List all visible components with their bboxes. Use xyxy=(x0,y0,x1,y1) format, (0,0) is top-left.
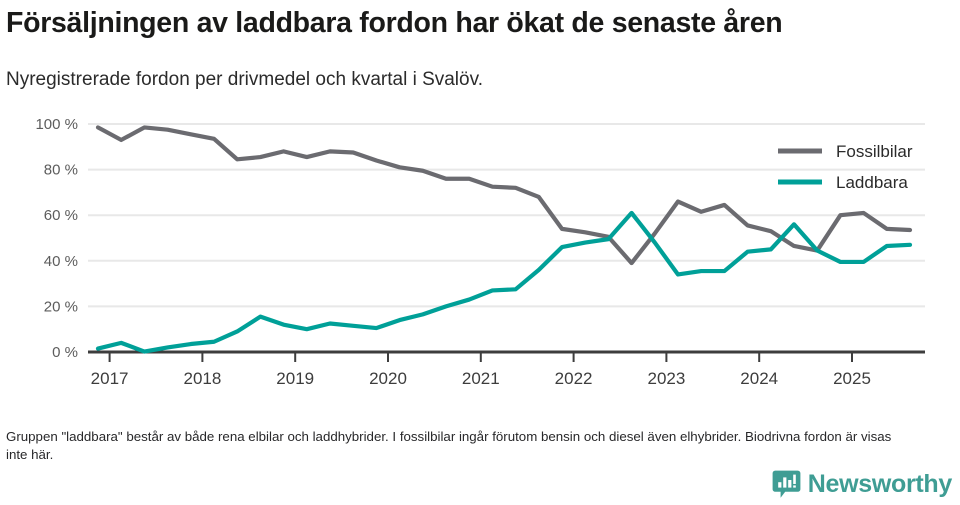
x-tick-label: 2022 xyxy=(555,369,593,388)
y-axis-tick-labels: 0 % 20 % 40 % 60 % 80 % 100 % xyxy=(35,116,78,361)
y-tick-label: 0 % xyxy=(52,344,78,361)
line-chart: 0 % 20 % 40 % 60 % 80 % 100 % 2017 2018 2019 202… xyxy=(35,116,925,388)
y-tick-label: 80 % xyxy=(44,162,78,179)
page-title: Försäljningen av laddbara fordon har öka… xyxy=(6,7,783,39)
series-line-laddbara xyxy=(95,210,913,354)
chart-footnote: Gruppen "laddbara" består av både rena e… xyxy=(6,429,892,462)
x-tick-label: 2017 xyxy=(91,369,129,388)
x-tick-label: 2019 xyxy=(276,369,314,388)
x-tick-label: 2021 xyxy=(462,369,500,388)
legend-label: Laddbara xyxy=(836,173,908,192)
chart-legend: Fossilbilar Laddbara xyxy=(778,142,913,192)
x-tick-label: 2024 xyxy=(740,369,778,388)
y-tick-label: 20 % xyxy=(44,298,78,315)
x-tick-label: 2023 xyxy=(647,369,685,388)
page-subtitle: Nyregistrerade fordon per drivmedel och … xyxy=(6,69,483,90)
x-axis-tick-labels: 2017 2018 2019 2020 2021 2022 2023 2024 2025 xyxy=(91,369,871,388)
chart-series xyxy=(95,125,913,354)
x-axis-ticks xyxy=(108,352,853,362)
newsworthy-logo: Newsworthy xyxy=(772,468,952,500)
x-tick-label: 2025 xyxy=(833,369,871,388)
x-tick-label: 2020 xyxy=(369,369,407,388)
y-tick-label: 40 % xyxy=(44,253,78,270)
bar-chart-speech-bubble-icon xyxy=(772,470,801,499)
legend-label: Fossilbilar xyxy=(836,142,913,161)
chart-plot-area: 0 % 20 % 40 % 60 % 80 % 100 % 2017 2018 2019 202… xyxy=(0,105,960,390)
y-tick-label: 60 % xyxy=(44,207,78,224)
newsworthy-logo-text: Newsworthy xyxy=(807,469,953,498)
x-tick-label: 2018 xyxy=(183,369,221,388)
chart-gridlines xyxy=(88,123,925,308)
y-tick-label: 100 % xyxy=(35,116,78,133)
series-line-fossilbilar xyxy=(95,125,913,266)
